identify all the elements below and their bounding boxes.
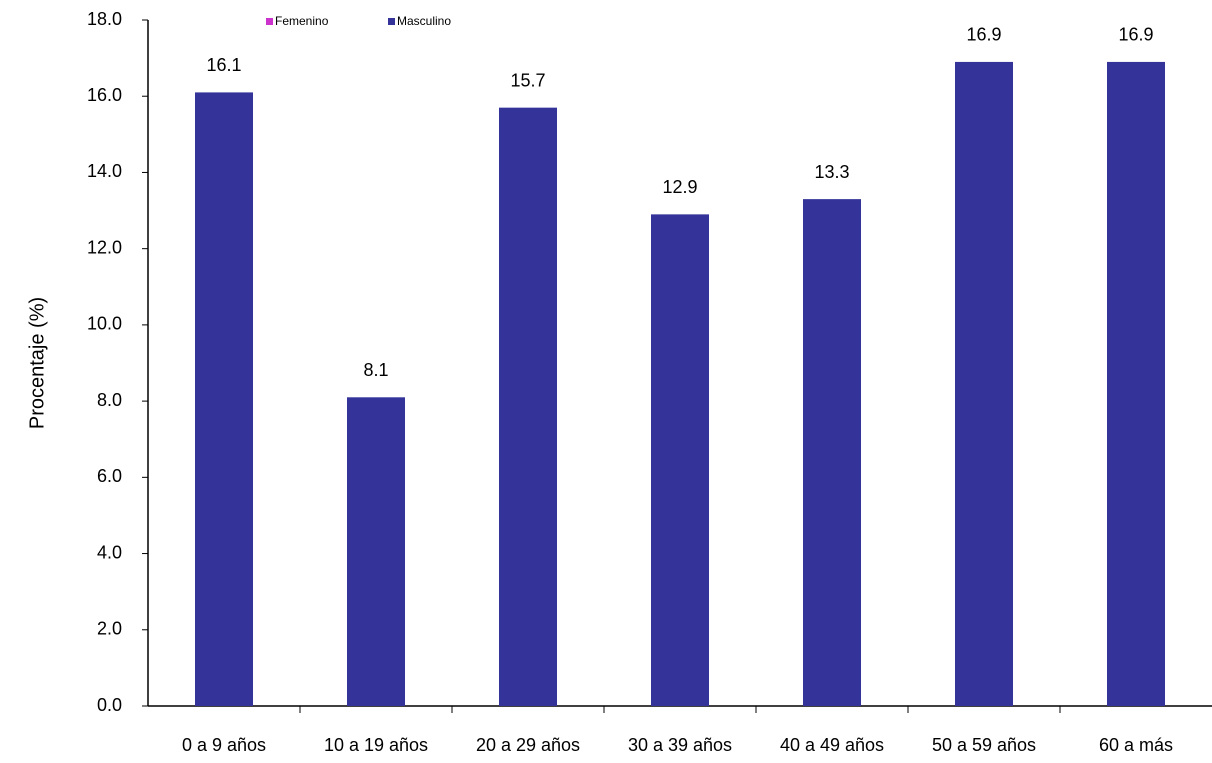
legend-label: Femenino — [275, 14, 329, 28]
y-tick-label: 6.0 — [97, 466, 122, 486]
data-label: 16.9 — [1118, 25, 1153, 45]
bar — [1107, 61, 1165, 706]
x-tick-label: 30 a 39 años — [628, 735, 732, 755]
bar — [499, 107, 557, 706]
data-label: 15.7 — [510, 70, 545, 90]
x-tick-label: 40 a 49 años — [780, 735, 884, 755]
x-tick-label: 0 a 9 años — [182, 735, 266, 755]
y-tick-label: 4.0 — [97, 542, 122, 562]
x-tick-label: 10 a 19 años — [324, 735, 428, 755]
data-label: 16.9 — [966, 25, 1001, 45]
legend-label: Masculino — [397, 14, 451, 28]
y-tick-label: 0.0 — [97, 695, 122, 715]
y-tick-label: 2.0 — [97, 619, 122, 639]
bar — [195, 92, 253, 706]
x-tick-label: 60 a más — [1099, 735, 1173, 755]
y-axis-title: Procentaje (%) — [26, 297, 48, 429]
legend-swatch — [266, 18, 273, 25]
x-tick-label: 50 a 59 años — [932, 735, 1036, 755]
bar — [955, 61, 1013, 706]
data-label: 8.1 — [363, 360, 388, 380]
y-tick-label: 14.0 — [87, 161, 122, 181]
bar — [347, 397, 405, 706]
y-tick-label: 8.0 — [97, 390, 122, 410]
y-tick-label: 12.0 — [87, 237, 122, 257]
y-tick-label: 18.0 — [87, 9, 122, 29]
bar — [803, 199, 861, 706]
data-label: 12.9 — [662, 177, 697, 197]
y-tick-label: 16.0 — [87, 85, 122, 105]
data-label: 13.3 — [814, 162, 849, 182]
data-label: 16.1 — [206, 55, 241, 75]
x-tick-label: 20 a 29 años — [476, 735, 580, 755]
bar — [651, 214, 709, 706]
y-tick-label: 10.0 — [87, 314, 122, 334]
legend-swatch — [388, 18, 395, 25]
